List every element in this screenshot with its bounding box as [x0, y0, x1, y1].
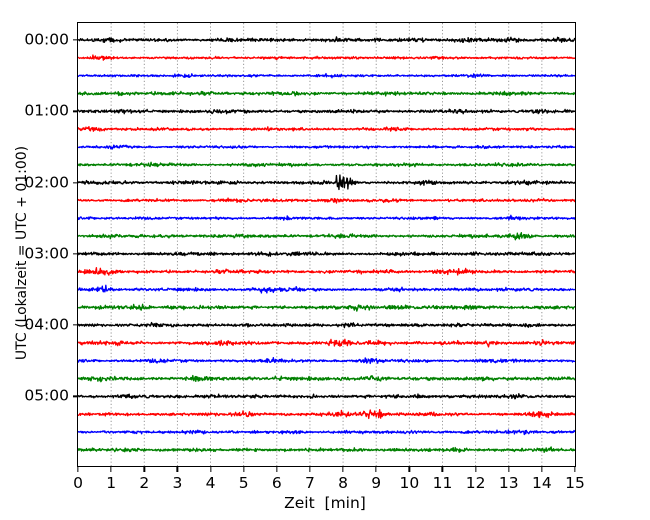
x-axis-tick-mark [243, 467, 245, 472]
y-axis-tick-label: 05:00 [24, 386, 69, 405]
x-axis-tick-label: 9 [371, 474, 382, 492]
x-axis-tick-mark [176, 467, 179, 472]
x-axis-tick-mark [375, 467, 377, 472]
seismogram-trace [78, 338, 575, 348]
seismogram-trace [78, 214, 575, 221]
y-axis-tick-label: 04:00 [24, 315, 69, 334]
y-axis-tick-mark [73, 253, 78, 255]
x-axis-tick-mark [276, 467, 278, 472]
x-axis-tick-label: 0 [73, 474, 83, 492]
x-axis-tick-mark [309, 467, 311, 472]
seismogram-trace [78, 144, 575, 150]
x-axis-tick-label: 15 [565, 474, 585, 492]
y-axis-tick-label: 00:00 [24, 30, 69, 49]
x-axis-tick-mark [441, 467, 444, 472]
x-axis-tick-label: 7 [304, 474, 315, 492]
x-axis-tick-label: 2 [139, 474, 150, 492]
y-axis-tick-label: 01:00 [24, 101, 69, 120]
seismogram-trace [78, 374, 575, 383]
seismogram-trace [78, 174, 575, 191]
seismogram-trace [78, 429, 575, 436]
x-axis-tick-mark [110, 467, 112, 472]
x-axis-tick-mark [77, 467, 79, 472]
y-axis-tick-mark [73, 181, 78, 184]
x-axis-tick-label: 10 [399, 474, 420, 492]
x-axis-tick-mark [474, 467, 477, 472]
x-axis-tick-mark [209, 467, 212, 472]
x-axis-tick-mark [342, 467, 344, 472]
y-axis-tick-labels: 00:00 01:00 02:00 03:00 04:00 05:00 [0, 0, 69, 520]
seismogram-trace [78, 409, 575, 420]
x-axis-title: Zeit [min] [284, 494, 366, 512]
seismogram-trace [78, 303, 575, 312]
x-axis-tick-mark [408, 467, 410, 472]
x-axis-tick-mark [508, 467, 510, 472]
x-axis-tick-labels: 0 1 2 3 4 5 6 7 8 9 10 11 12 13 14 15 [0, 470, 650, 498]
y-axis-tick-label: 03:00 [24, 244, 69, 263]
seismogram-trace [78, 54, 575, 61]
seismogram-trace [78, 231, 575, 241]
x-axis-tick-mark [574, 467, 576, 472]
seismogram-trace [78, 126, 575, 132]
seismogram-trace [78, 321, 575, 329]
x-axis-tick-label: 6 [271, 474, 282, 492]
x-axis-tick-label: 1 [106, 474, 117, 492]
plot-area [77, 22, 576, 467]
seismogram-trace [78, 36, 575, 43]
seismogram-trace [78, 284, 575, 294]
seismogram-trace [78, 446, 575, 454]
y-axis-tick-mark [73, 395, 78, 398]
x-axis-tick-label: 4 [205, 474, 216, 492]
y-axis-tick-mark [73, 39, 78, 41]
x-axis-tick-label: 12 [465, 474, 486, 492]
x-axis-tick-label: 14 [531, 474, 552, 492]
seismogram-trace [78, 72, 575, 79]
y-axis-tick-mark [73, 110, 78, 112]
seismogram-trace [78, 90, 575, 97]
x-axis-tick-mark [143, 467, 145, 472]
x-axis-tick-label: 3 [172, 474, 183, 492]
seismogram-trace [78, 108, 575, 115]
x-axis-tick-label: 5 [238, 474, 249, 492]
y-axis-tick-label: 02:00 [24, 172, 69, 191]
seismogram-traces [78, 23, 575, 466]
seismogram-trace [78, 356, 575, 365]
seismogram-trace [78, 393, 575, 400]
seismogram-trace [78, 251, 575, 257]
x-axis-tick-label: 13 [498, 474, 519, 492]
y-axis-tick-mark [73, 324, 78, 326]
seismogram-trace [78, 161, 575, 168]
seismogram-trace [78, 267, 575, 276]
x-axis-tick-label: 11 [432, 474, 453, 492]
seismogram-trace [78, 197, 575, 204]
x-axis-tick-mark [541, 467, 543, 472]
x-axis-tick-label: 8 [338, 474, 348, 492]
